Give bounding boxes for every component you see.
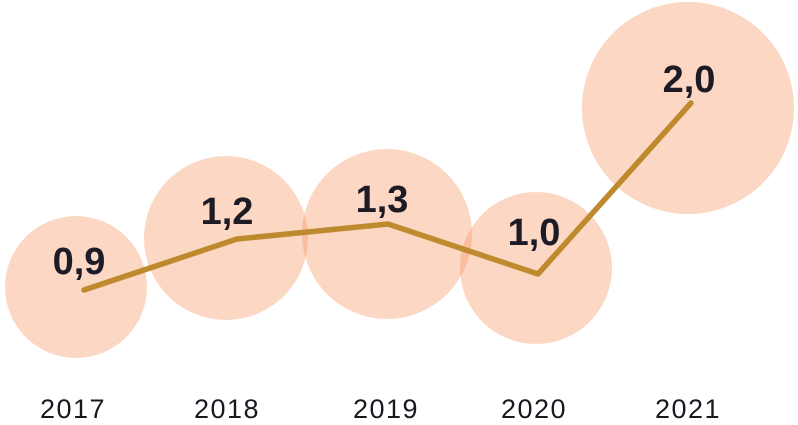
value-label-2020: 1,0 [508,212,561,254]
x-axis-labels-layer: 2017 2018 2019 2020 2021 [40,394,721,424]
bubble-2019 [302,149,472,319]
bubbles-layer [5,2,794,358]
x-axis-label-2018: 2018 [194,394,260,424]
x-axis-label-2021: 2021 [655,394,721,424]
x-axis-label-2020: 2020 [501,394,567,424]
x-axis-label-2017: 2017 [40,394,106,424]
value-label-2017: 0,9 [53,241,106,283]
x-axis-label-2019: 2019 [353,394,419,424]
value-label-2021: 2,0 [663,59,716,101]
value-labels-layer: 0,9 1,2 1,3 1,0 2,0 [53,59,716,283]
value-label-2019: 1,3 [356,179,409,221]
value-label-2018: 1,2 [201,191,254,233]
bubble-2017 [5,216,147,358]
trend-line-layer [81,100,694,293]
bubble-2018 [144,156,308,320]
trend-line [81,100,694,293]
